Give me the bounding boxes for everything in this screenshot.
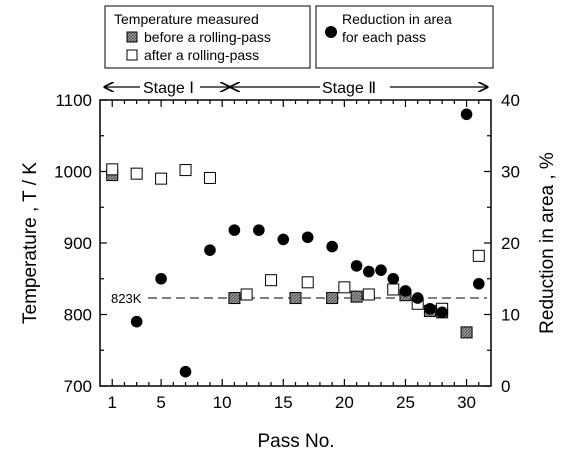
after-pass-point [106,163,119,176]
reduction-point [424,302,436,315]
stage-annotations: Stage Ⅰ Stage Ⅱ [105,80,487,97]
reference-line-group: 823K [111,291,487,306]
reduction-point [326,240,338,253]
reduction-point [399,285,412,297]
after-pass-point [203,171,216,184]
y-left-axis-title: Temperature , T / K [20,162,41,324]
before-pass-point [289,292,302,305]
temperature-legend-title: Temperature measured [114,11,259,27]
reduction-legend-line-2: for each pass [342,29,426,45]
reduction-point [130,315,143,328]
reduction-point [387,272,400,285]
reduction-point [155,272,167,285]
y-left-tick-label: 700 [64,377,92,396]
legend-after-pass-label: after a rolling-pass [144,47,259,63]
y-right-tick-label: 0 [501,377,510,396]
after-pass-point [301,276,314,289]
reduction-legend: Reduction in area for each pass [315,5,494,69]
y-right-tick-label: 20 [501,234,520,253]
y-right-tick-label: 30 [501,163,520,182]
stage-2-label: Stage Ⅱ [322,80,376,97]
x-tick-label: 10 [213,393,232,412]
after-pass-point [362,288,375,301]
x-tick-label: 20 [335,393,354,412]
reduction-legend-box [315,5,494,69]
x-tick-label: 15 [274,393,293,412]
reduction-point [363,265,375,278]
reduction-point [204,244,216,256]
y-left-tick-label: 800 [64,306,92,325]
reduction-point [472,277,485,290]
x-tick-label: 1 [107,393,116,412]
after-pass-point [472,249,485,262]
before-pass-point [228,292,241,305]
reduction-point [436,306,448,319]
legend-filled-circle-marker [325,26,337,38]
after-pass-point [155,172,168,185]
reduction-point [350,260,363,272]
legend-hatched-square-marker [126,31,138,43]
before-pass-point [350,290,363,303]
after-pass-point [387,283,400,296]
x-axis-title: Pass No. [257,431,334,452]
data-marks [106,108,485,378]
after-pass-point [179,164,192,177]
reduction-point [460,108,473,121]
stage-1-label: Stage Ⅰ [143,80,194,97]
before-pass-point [460,326,473,339]
plot-frame [99,99,492,387]
y-left-tick-label: 1100 [55,91,92,110]
legend-before-pass-label: before a rolling-pass [144,29,271,45]
y-left-tick-label: 900 [64,234,92,253]
reduction-point [301,231,314,244]
y-right-tick-label: 10 [501,306,520,325]
before-pass-point [326,292,339,305]
x-tick-label: 25 [396,393,415,412]
after-pass-point [130,167,143,180]
x-tick-label: 30 [457,393,476,412]
temperature-legend-box [104,5,311,69]
y-right-axis-title: Reduction in area , % [537,152,558,334]
temperature-legend: Temperature measured before a rolling-pa… [104,5,311,69]
after-pass-point [338,281,351,294]
reduction-point [253,224,265,236]
legend-open-square-marker [126,49,138,61]
y-right-tick-label: 40 [501,91,520,110]
reference-line-label: 823K [111,291,142,306]
reduction-point [277,233,290,246]
y-left-tick-label: 1000 [54,163,92,182]
reduction-point [375,264,387,276]
reduction-point [228,224,241,236]
reduction-point [179,365,192,378]
after-pass-point [240,288,253,301]
x-tick-label: 5 [156,393,165,412]
after-pass-point [265,274,278,287]
reduction-legend-line-1: Reduction in area [342,11,452,27]
reduction-point [411,292,424,304]
